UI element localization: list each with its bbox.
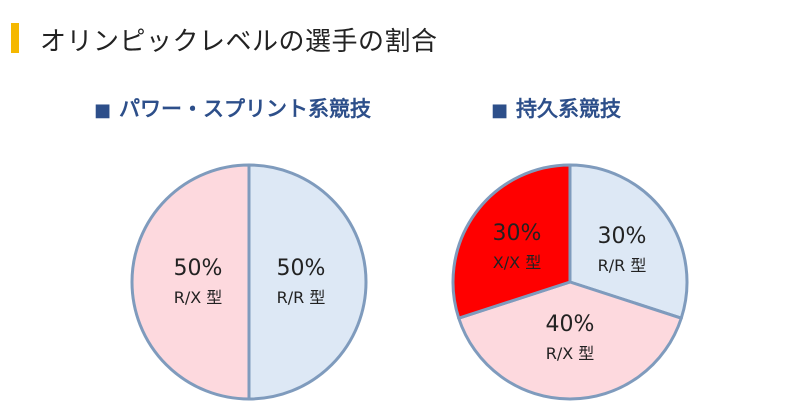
slice-percent-label: 30% (598, 224, 647, 249)
title-marker: ■ (491, 100, 509, 121)
slice-percent-label: 40% (546, 312, 595, 337)
slice-type-label: R/R 型 (598, 256, 647, 275)
chart-title-endurance: ■ 持久系競技 (491, 93, 621, 123)
slice-type-label: R/X 型 (546, 344, 595, 363)
slice-percent-label: 50% (174, 256, 223, 281)
slice-percent-label: 30% (493, 221, 542, 246)
title-marker: ■ (94, 100, 112, 121)
page-title: オリンピックレベルの選手の割合 (40, 27, 438, 57)
title-accent-bar (11, 23, 19, 53)
chart-title-text: 持久系競技 (516, 97, 622, 121)
pie-slice (451, 163, 572, 320)
pie-slice (457, 280, 683, 401)
slice-percent-label: 50% (277, 256, 326, 281)
slice-type-label: R/X 型 (174, 288, 223, 307)
chart-title-power-sprint: ■ パワー・スプリント系競技 (94, 93, 371, 123)
pie-slice (130, 163, 251, 401)
chart-title-text: パワー・スプリント系競技 (119, 97, 372, 121)
slice-type-label: R/R 型 (277, 288, 326, 307)
slice-type-label: X/X 型 (493, 253, 541, 272)
pie-slice (568, 163, 689, 320)
pie-slice (247, 163, 368, 401)
